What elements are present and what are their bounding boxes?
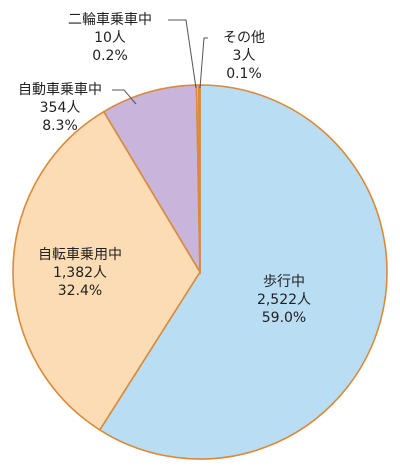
slice-label-bicycle-count: 1,382人 — [53, 265, 107, 281]
slice-bicycle — [12, 110, 201, 431]
slice-label-walking-count: 2,522人 — [257, 292, 311, 308]
slice-label-two-wheel-count: 10人 — [94, 30, 126, 46]
slice-label-other-count: 3人 — [233, 48, 256, 64]
slice-label-two-wheel-percent: 0.2% — [92, 48, 128, 64]
slice-label-other-percent: 0.1% — [226, 66, 262, 82]
slice-car — [102, 84, 201, 275]
leader-line-car — [112, 89, 137, 105]
slice-label-car-count: 354人 — [40, 100, 81, 116]
leader-line-other — [199, 37, 208, 89]
slice-label-car-percent: 8.3% — [42, 118, 78, 134]
leader-lines — [112, 19, 208, 105]
slice-label-bicycle-percent: 32.4% — [58, 283, 102, 299]
slice-walking — [98, 84, 388, 460]
slice-label-car-name: 自動車乗車中 — [18, 81, 102, 98]
pie-slices — [12, 84, 388, 460]
slice-label-two-wheel-name: 二輪車乗車中 — [68, 11, 152, 28]
slice-label-other-name: その他 — [223, 30, 265, 46]
slice-label-walking-name: 歩行中 — [263, 274, 305, 290]
slice-label-bicycle-name: 自転車乗用中 — [38, 246, 122, 263]
leader-line-two-wheel — [168, 19, 197, 89]
slice-label-walking-percent: 59.0% — [262, 310, 306, 326]
